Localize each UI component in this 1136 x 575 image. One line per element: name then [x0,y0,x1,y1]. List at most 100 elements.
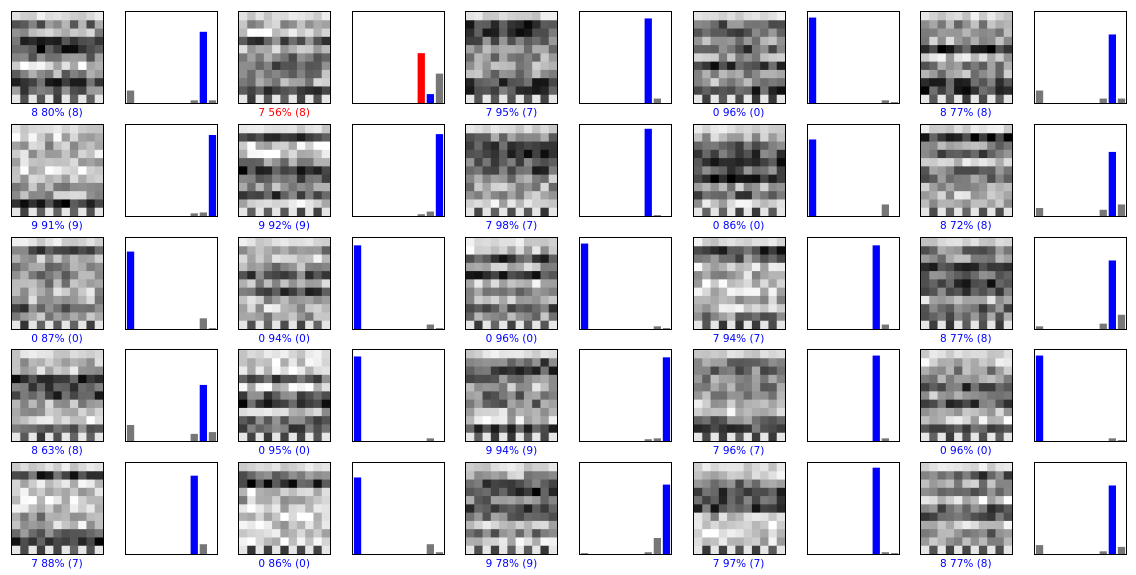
bar-8 [426,211,435,216]
probability-bar-chart [579,349,673,443]
sample-image-pixels [693,237,785,329]
bar-7 [190,434,198,442]
probability-bar-chart [1033,349,1127,443]
bar-8 [1108,151,1116,216]
bar-7 [1099,98,1107,103]
prediction-caption: 7 98% (7) [485,219,538,232]
bar-0 [1035,90,1043,103]
bar-7 [872,244,880,329]
bar-9 [435,327,444,329]
bar-0 [354,356,362,442]
prediction-caption: 0 94% (0) [258,332,310,345]
bar-8 [881,438,889,442]
sample-image [238,349,332,443]
sample-image [238,11,332,104]
bar-chart-svg [190,134,217,216]
bar-8 [654,214,662,216]
bar-chart-svg [126,251,217,329]
probability-bar-chart [579,11,673,104]
sample-image [465,462,559,556]
bar-chart-svg [1035,260,1125,329]
bar-7 [190,213,198,216]
sample-image [238,462,332,556]
sample-image-pixels [466,237,558,329]
bar-7 [417,214,426,216]
sample-image-pixels [693,463,785,555]
bar-chart-svg [190,475,207,555]
bar-0 [581,553,589,555]
bar-chart-svg [872,355,889,442]
bar-7 [1099,323,1107,329]
sample-image [465,11,559,104]
bar-chart-svg [581,243,671,329]
bar-9 [1117,98,1125,103]
probability-bar-chart [125,349,218,443]
bar-chart-svg [645,357,671,442]
bar-9 [1117,440,1125,442]
bar-0 [126,90,135,103]
sample-image-pixels [920,124,1012,216]
probability-bar-chart [352,11,446,104]
bar-chart-svg [126,31,217,103]
bar-8 [199,31,207,103]
sample-image-pixels [239,124,331,216]
sample-image-pixels [693,350,785,442]
probability-bar-chart [806,349,900,443]
prediction-caption: 8 80% (8) [31,107,83,119]
probability-bar-chart [1033,236,1127,330]
probability-bar-chart [1033,11,1127,104]
bar-chart-svg [417,53,444,103]
bar-0 [581,243,589,329]
sample-image-pixels [920,350,1012,442]
bar-7 [645,18,653,103]
sample-image-pixels [12,237,103,329]
bar-7 [872,467,880,555]
sample-image-pixels [693,124,785,216]
bar-9 [663,327,671,329]
probability-bar-chart [806,123,900,217]
bar-8 [1108,260,1116,329]
bar-9 [1117,314,1125,329]
prediction-caption: 7 88% (7) [31,558,83,571]
bar-0 [126,251,135,329]
probability-bar-chart [806,236,900,330]
probability-bar-chart [579,236,673,330]
sample-image [465,123,559,217]
bar-chart-svg [1035,355,1125,442]
sample-image-pixels [12,124,103,216]
bar-9 [435,552,444,555]
prediction-caption: 7 95% (7) [485,107,538,119]
bar-chart-svg [808,139,889,216]
bar-0 [1035,207,1043,216]
bar-8 [199,385,207,442]
bar-chart-svg [872,467,898,555]
bar-8 [881,100,889,103]
bar-9 [663,484,671,555]
prediction-caption: 0 95% (0) [258,445,310,458]
sample-image-pixels [466,12,558,103]
bar-0 [354,244,362,329]
bar-8 [1108,485,1116,555]
bar-9 [890,553,898,555]
prediction-caption: 0 96% (0) [485,332,538,345]
sample-image [919,236,1013,330]
sample-image [238,123,332,217]
sample-image [692,123,786,217]
prediction-caption: 8 77% (8) [940,558,992,571]
bar-chart-svg [645,128,662,216]
bar-7 [645,439,653,442]
bar-0 [1035,355,1043,442]
bar-8 [199,212,207,216]
sample-image [692,462,786,556]
bar-8 [199,544,207,555]
prediction-caption: 0 86% (0) [258,558,310,571]
probability-bar-chart [1033,462,1127,556]
bar-chart-svg [645,18,662,103]
bar-8 [881,552,889,555]
sample-image-pixels [12,350,103,442]
sample-image-pixels [12,12,103,103]
sample-image [919,11,1013,104]
prediction-caption: 0 86% (0) [712,219,765,232]
bar-chart-svg [1035,151,1125,216]
bar-8 [881,324,889,329]
